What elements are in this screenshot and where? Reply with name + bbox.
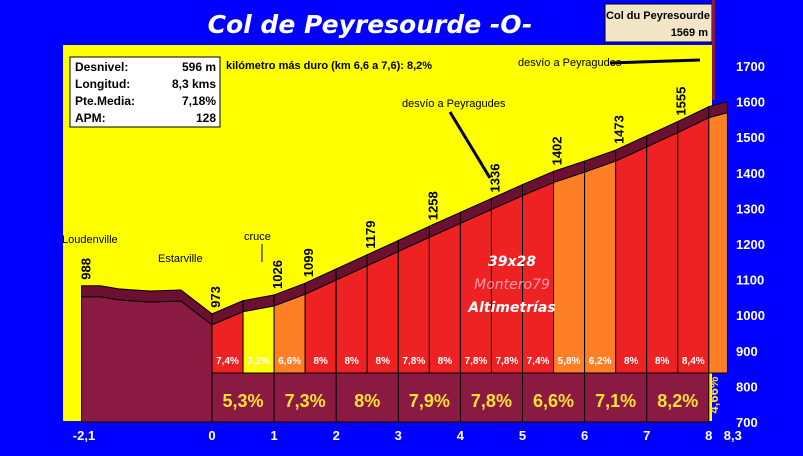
desvio-1-pointer [448,111,492,179]
credit-site: Altimetrías [467,300,555,316]
altitude-label: 1402 [550,136,565,165]
segment-gradient-label: 8% [438,356,453,367]
segment-gradient-label: 8% [344,356,359,367]
approach-ground [81,296,213,423]
hardest-km-note: kilómetro más duro (km 6,6 a 7,6): 8,2% [226,60,432,72]
climb-segment [615,146,648,374]
segment-gradient-label: 7,4% [527,356,550,367]
y-tick-label: 700 [736,415,758,430]
label-loudenville: Loudenville [62,234,118,246]
summit-name: Col du Peyresourde [606,10,710,22]
y-tick-label: 1500 [736,130,765,145]
km-gradient-label: 8% [354,391,380,411]
segment-gradient-label: 8% [655,356,670,367]
stat-value-apm: 128 [196,111,216,125]
summit-box: Col du Peyresourde 1569 m [604,0,715,100]
segment-gradient-label: 8,4% [682,356,705,367]
y-tick-label: 1700 [736,59,765,74]
altitude-label: 1336 [487,164,502,193]
stat-value-longitud: 8,3 kms [172,77,216,91]
climb-segment [397,236,430,374]
climb-segment [708,111,728,374]
label-desvio-1: desvío a Peyragudes [402,98,506,110]
km-gradient-label: 6,6% [533,391,574,411]
segment-gradient-label: 7,8% [402,356,425,367]
km-gradient-label: 5,3% [223,391,264,411]
y-tick-label: 900 [736,344,758,359]
y-tick-label: 1300 [736,201,765,216]
x-tick-label: 8 [705,428,712,443]
y-tick-label: 800 [736,379,758,394]
altitude-label: 1473 [612,115,627,144]
stat-label-apm: APM: [75,111,106,125]
y-tick-label: 1400 [736,166,765,181]
y-tick-label: 1100 [736,273,764,288]
climb-segment [677,116,710,374]
climb-segment [553,171,586,374]
altitude-label: 988 [79,258,94,280]
summit-altitude: 1569 m [671,27,709,39]
annotations: Loudenville Estarville cruce desvío a Pe… [62,57,701,265]
chart-title: Col de Peyresourde -O- [208,10,533,39]
x-tick-label: -2,1 [73,428,95,443]
y-tick-label: 1000 [736,308,765,323]
climb-segment [366,250,399,374]
x-tick-label: 8,3 [724,428,742,443]
segment-gradient-label: 3,2% [247,356,270,367]
stat-label-longitud: Longitud: [75,77,130,91]
altitude-label: 1099 [301,248,316,277]
profile-layer: 7,4% 3,2% 6,6% 8% 8% 8% 7,8% 8% 7,8% 7,8% 7,4% 5,8%… [79,87,728,423]
x-tick-label: 1 [270,428,277,443]
credit-gear: 39x28 [488,254,536,270]
segment-gradient-label: 7,8% [496,356,519,367]
segment-gradient-label: 6,6% [278,356,301,367]
stat-value-desnivel: 596 m [182,60,216,74]
stat-label-desnivel: Desnivel: [75,60,128,74]
x-tick-label: 2 [333,428,340,443]
segment-gradient-label: 8% [624,356,639,367]
x-tick-label: 0 [208,428,215,443]
stats-box: Desnivel: 596 m Longitud: 8,3 kms Pte.Me… [69,56,221,128]
stat-label-pte-media: Pte.Media: [75,94,135,108]
y-tick-label: 1600 [736,95,765,110]
credits: 39x28 Montero79 Altimetrías [467,254,555,316]
stat-value-pte-media: 7,18% [182,94,216,108]
label-desvio-2: desvío a Peyragudes [518,57,622,69]
credit-author: Montero79 [474,277,550,293]
x-tick-label: 5 [519,428,526,443]
segment-gradient-label: 7,4% [216,356,239,367]
altitude-label: 973 [208,286,223,308]
segment-gradient-label: 4,66% [706,376,721,413]
altitude-label: 1026 [270,260,285,289]
road-segment [708,100,728,119]
x-tick-label: 3 [395,428,402,443]
km-gradient-label: 8,2% [657,391,698,411]
segment-gradient-label: 8% [376,356,391,367]
climb-segment [646,131,679,374]
climb-segment [584,160,617,374]
altitude-label: 1179 [363,221,378,249]
segment-gradient-label: 8% [313,356,328,367]
climb-segment [428,222,461,374]
x-tick-label: 4 [457,428,465,443]
y-tick-label: 1200 [736,237,765,252]
x-tick-label: 7 [643,428,650,443]
summit-pole [712,0,715,100]
altitude-label: 1555 [674,87,689,116]
km-gradient-label: 7,8% [471,391,512,411]
km-gradient-label: 7,3% [285,391,326,411]
segment-gradient-label: 6,2% [589,356,612,367]
desvio-2-pointer [609,58,701,65]
km-gradient-label: 7,9% [409,391,450,411]
km-gradient-label: 7,1% [595,391,636,411]
altitude-label: 1258 [425,191,440,220]
segment-gradient-label: 5,8% [558,356,581,367]
label-cruce: cruce [244,231,271,243]
x-tick-label: 6 [581,428,588,443]
segment-gradient-label: 7,8% [465,356,488,367]
label-estarville: Estarville [158,253,203,265]
